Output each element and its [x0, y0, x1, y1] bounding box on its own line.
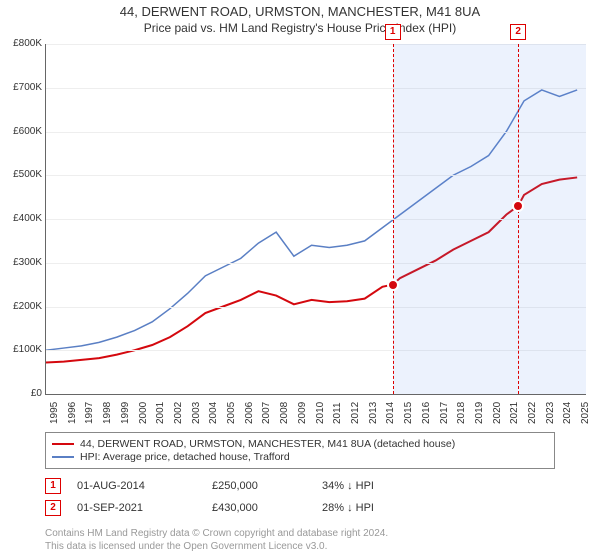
txn-delta-1: 34% ↓ HPI [322, 480, 374, 492]
x-tick-label: 2024 [562, 402, 573, 424]
transaction-row-2: 2 01-SEP-2021 £430,000 28% ↓ HPI [45, 500, 374, 516]
transaction-row-1: 1 01-AUG-2014 £250,000 34% ↓ HPI [45, 478, 374, 494]
y-tick-label: £400K [4, 213, 42, 224]
legend-label-hpi: HPI: Average price, detached house, Traf… [80, 451, 290, 463]
x-tick-label: 2023 [545, 402, 556, 424]
txn-date-1: 01-AUG-2014 [77, 480, 212, 492]
x-tick-label: 1999 [120, 402, 131, 424]
y-tick-label: £700K [4, 82, 42, 93]
x-tick-label: 2009 [297, 402, 308, 424]
x-tick-label: 2000 [138, 402, 149, 424]
x-tick-label: 2022 [527, 402, 538, 424]
x-tick-label: 2014 [385, 402, 396, 424]
x-tick-label: 1997 [84, 402, 95, 424]
x-tick-label: 2003 [191, 402, 202, 424]
txn-delta-2: 28% ↓ HPI [322, 502, 374, 514]
chart-marker-badge: 1 [385, 24, 401, 40]
x-tick-label: 2010 [315, 402, 326, 424]
x-tick-label: 2021 [509, 402, 520, 424]
legend-swatch-hpi [52, 456, 74, 458]
x-tick-label: 2015 [403, 402, 414, 424]
y-tick-label: £600K [4, 126, 42, 137]
x-tick-label: 2020 [492, 402, 503, 424]
y-tick-label: £100K [4, 344, 42, 355]
x-tick-label: 2011 [332, 402, 343, 424]
x-tick-label: 1996 [67, 402, 78, 424]
legend-item-hpi: HPI: Average price, detached house, Traf… [52, 451, 548, 463]
x-tick-label: 2005 [226, 402, 237, 424]
legend-box: 44, DERWENT ROAD, URMSTON, MANCHESTER, M… [45, 432, 555, 469]
x-tick-label: 2001 [155, 402, 166, 424]
legend-item-property: 44, DERWENT ROAD, URMSTON, MANCHESTER, M… [52, 438, 548, 450]
x-tick-label: 2002 [173, 402, 184, 424]
chart-marker-badge: 2 [510, 24, 526, 40]
x-tick-label: 2013 [368, 402, 379, 424]
y-tick-label: £200K [4, 301, 42, 312]
x-tick-label: 2007 [261, 402, 272, 424]
legend-label-property: 44, DERWENT ROAD, URMSTON, MANCHESTER, M… [80, 438, 455, 450]
plot-area [45, 44, 586, 395]
x-tick-label: 2017 [439, 402, 450, 424]
x-tick-label: 1995 [49, 402, 60, 424]
y-tick-label: £300K [4, 257, 42, 268]
attribution-line-1: Contains HM Land Registry data © Crown c… [45, 528, 388, 539]
x-tick-label: 1998 [102, 402, 113, 424]
x-tick-label: 2008 [279, 402, 290, 424]
x-tick-label: 2016 [421, 402, 432, 424]
y-tick-label: £0 [4, 388, 42, 399]
x-tick-label: 2018 [456, 402, 467, 424]
chart-title: 44, DERWENT ROAD, URMSTON, MANCHESTER, M… [0, 0, 600, 19]
txn-badge-1: 1 [45, 478, 61, 494]
x-tick-label: 2025 [580, 402, 591, 424]
txn-price-2: £430,000 [212, 502, 322, 514]
legend-swatch-property [52, 443, 74, 445]
txn-badge-2: 2 [45, 500, 61, 516]
x-tick-label: 2012 [350, 402, 361, 424]
x-tick-label: 2019 [474, 402, 485, 424]
txn-date-2: 01-SEP-2021 [77, 502, 212, 514]
chart-container: 44, DERWENT ROAD, URMSTON, MANCHESTER, M… [0, 0, 600, 560]
attribution-line-2: This data is licensed under the Open Gov… [45, 541, 327, 552]
x-tick-label: 2004 [208, 402, 219, 424]
x-tick-label: 2006 [244, 402, 255, 424]
y-tick-label: £800K [4, 38, 42, 49]
y-tick-label: £500K [4, 169, 42, 180]
txn-price-1: £250,000 [212, 480, 322, 492]
